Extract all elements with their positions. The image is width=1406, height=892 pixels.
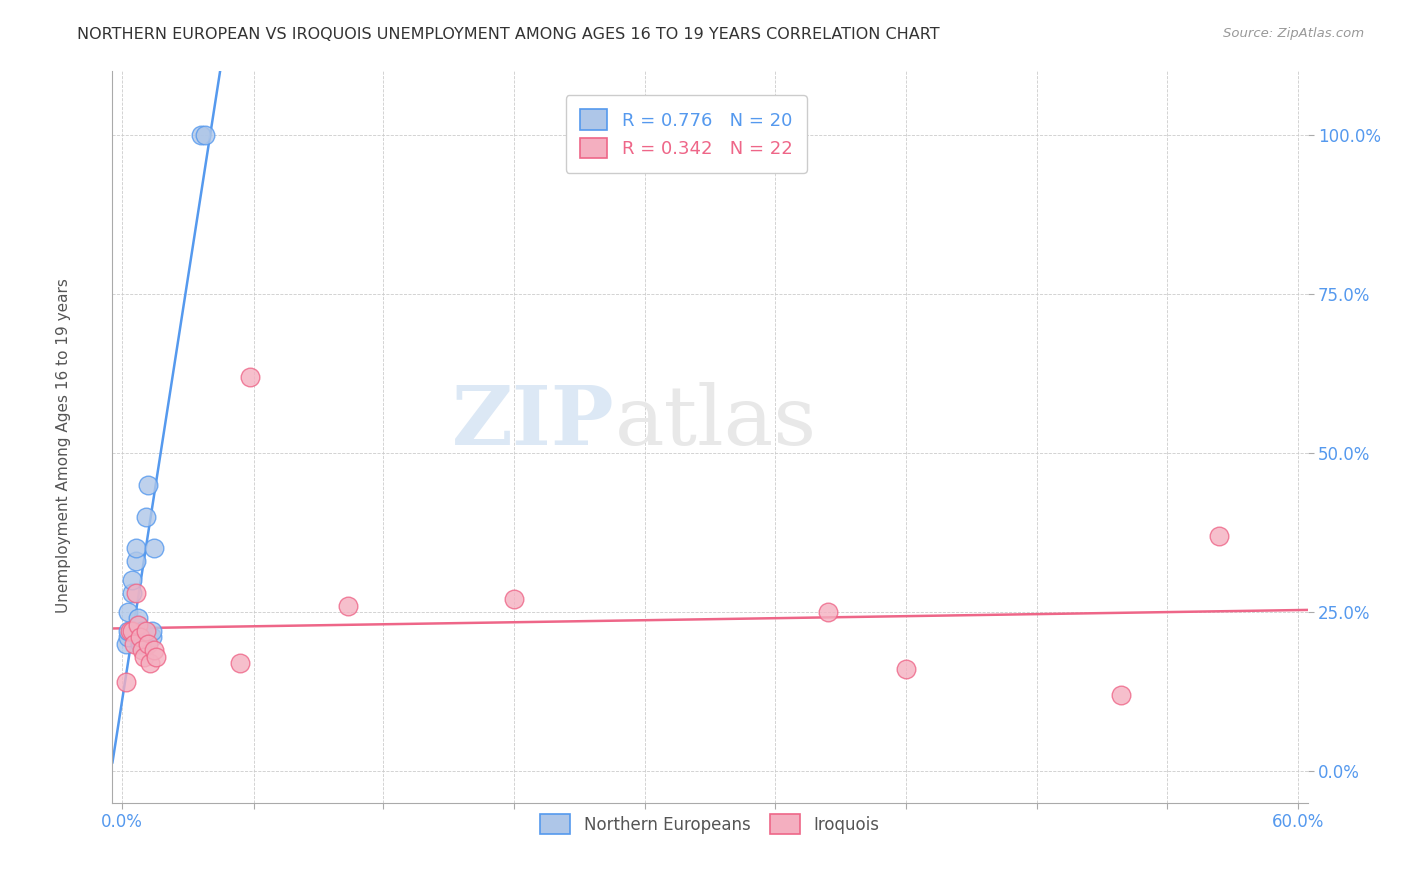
Point (127, 617, 149, 632)
Point (141, 631, 163, 645)
Text: Source: ZipAtlas.com: Source: ZipAtlas.com (1223, 27, 1364, 40)
Point (121, 573, 143, 587)
Point (121, 586, 143, 600)
Text: NORTHERN EUROPEAN VS IROQUOIS UNEMPLOYMENT AMONG AGES 16 TO 19 YEARS CORRELATION: NORTHERN EUROPEAN VS IROQUOIS UNEMPLOYME… (77, 27, 941, 42)
Point (1111, 688, 1133, 702)
Point (129, 631, 152, 645)
Point (135, 509, 157, 524)
Point (131, 624, 153, 638)
Point (120, 624, 142, 638)
Point (125, 586, 148, 600)
Text: Unemployment Among Ages 16 to 19 years: Unemployment Among Ages 16 to 19 years (56, 278, 70, 614)
Point (132, 649, 155, 664)
Point (145, 649, 167, 664)
Point (115, 637, 138, 651)
Point (136, 477, 159, 491)
Point (129, 637, 152, 651)
Point (190, 128, 212, 142)
Point (141, 624, 163, 638)
Point (121, 624, 143, 638)
Point (142, 541, 165, 556)
Point (125, 541, 148, 556)
Point (127, 611, 149, 625)
Point (117, 605, 139, 619)
Text: atlas: atlas (614, 383, 817, 462)
Point (336, 599, 359, 613)
Point (229, 656, 252, 670)
Point (193, 128, 215, 142)
Point (127, 617, 149, 632)
Point (125, 554, 148, 568)
Legend: Northern Europeans, Iroquois: Northern Europeans, Iroquois (531, 806, 889, 842)
Point (135, 624, 157, 638)
Point (136, 637, 159, 651)
Point (503, 592, 526, 607)
Point (117, 624, 139, 638)
Point (115, 675, 138, 690)
Point (142, 643, 165, 657)
Point (131, 643, 153, 657)
Point (122, 637, 145, 651)
Point (138, 656, 160, 670)
Point (117, 631, 139, 645)
Text: ZIP: ZIP (451, 383, 614, 462)
Point (239, 369, 262, 384)
Point (817, 605, 839, 619)
Point (131, 637, 153, 651)
Point (894, 662, 917, 676)
Point (1208, 529, 1230, 543)
